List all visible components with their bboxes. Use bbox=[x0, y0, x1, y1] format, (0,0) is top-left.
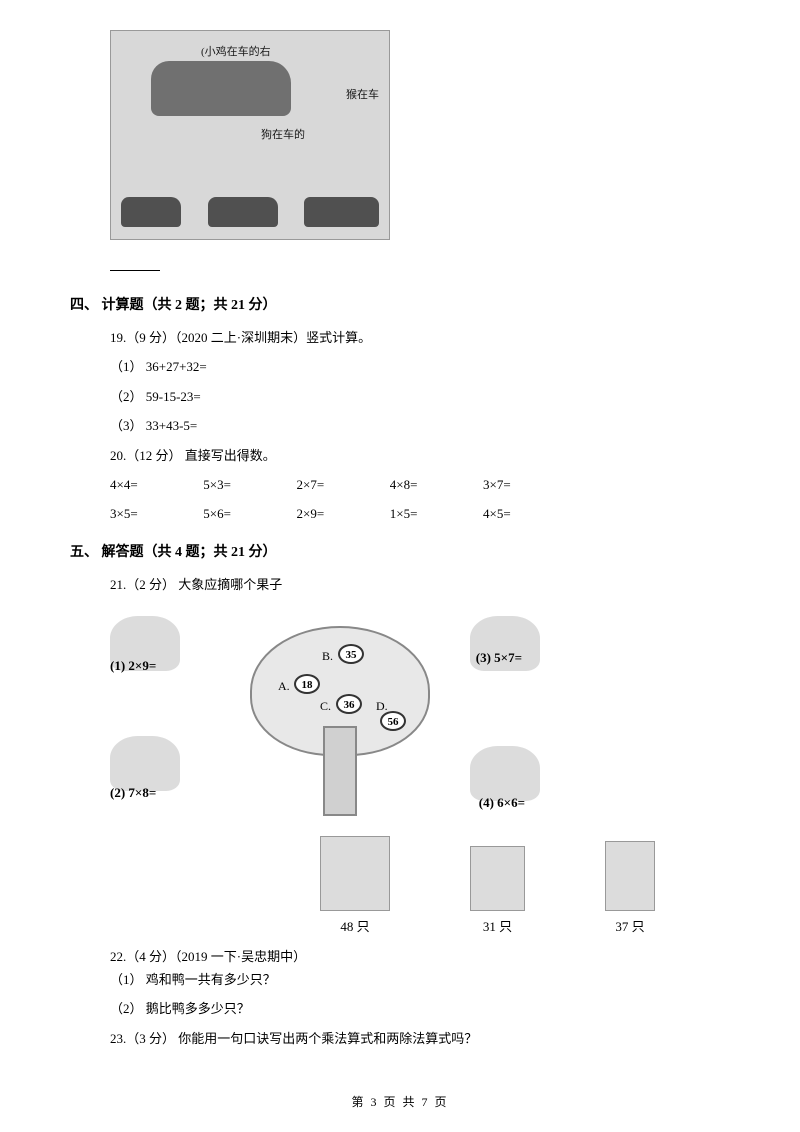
q23-stem: 23.（3 分） 你能用一句口诀写出两个乘法算式和两除法算式吗？ bbox=[110, 1027, 730, 1050]
calc-cell: 2×9= bbox=[297, 502, 387, 525]
eq-3: (3) 5×7= bbox=[476, 646, 522, 669]
calc-cell: 2×7= bbox=[297, 473, 387, 496]
calc-cell: 3×5= bbox=[110, 502, 200, 525]
scene-car-animals: (小鸡在车的右 猴在车 狗在车的 bbox=[110, 30, 390, 240]
tree-trunk bbox=[323, 726, 357, 816]
calc-cell: 4×5= bbox=[483, 502, 573, 525]
page-footer: 第 3 页 共 7 页 bbox=[0, 1092, 800, 1114]
q21-stem: 21.（2 分） 大象应摘哪个果子 bbox=[110, 573, 730, 596]
calc-cell: 4×4= bbox=[110, 473, 200, 496]
q22-part-1: （1） 鸡和鸭一共有多少只？ bbox=[110, 968, 730, 991]
eq-2: (2) 7×8= bbox=[110, 781, 156, 804]
q20-stem: 20.（12 分） 直接写出得数。 bbox=[110, 444, 730, 467]
answer-blank[interactable] bbox=[110, 259, 160, 271]
eq-4: (4) 6×6= bbox=[479, 791, 525, 814]
chicken-count: 48 只 bbox=[320, 915, 390, 938]
fruit-label-c: C. bbox=[320, 696, 331, 718]
calc-cell: 4×8= bbox=[390, 473, 480, 496]
tree-icon: A. 18 B. 35 C. 36 D. 56 bbox=[250, 626, 430, 816]
elephant-tree-scene: (1) 2×9= (2) 7×8= (3) 5×7= (4) 6×6= A. 1… bbox=[110, 606, 550, 856]
calc-cell: 5×3= bbox=[203, 473, 293, 496]
q20-row2: 3×5= 5×6= 2×9= 1×5= 4×5= bbox=[110, 502, 730, 525]
fruit-label-a: A. bbox=[278, 676, 290, 698]
calc-cell: 5×6= bbox=[203, 502, 293, 525]
calc-cell: 1×5= bbox=[390, 502, 480, 525]
label-chicken: (小鸡在车的右 bbox=[201, 43, 271, 63]
q19-part-1: （1） 36+27+32= bbox=[110, 355, 730, 378]
q19-part-3: （3） 33+43-5= bbox=[110, 414, 730, 437]
duck-count: 31 只 bbox=[470, 915, 525, 938]
goose-count: 37 只 bbox=[605, 915, 655, 938]
animal-duck: 31 只 bbox=[470, 846, 525, 938]
q19-stem: 19.（9 分）（2020 二上·深圳期末）竖式计算。 bbox=[110, 326, 730, 349]
animal-goose: 37 只 bbox=[605, 841, 655, 938]
label-dog: 狗在车的 bbox=[261, 126, 305, 146]
q19-part-2: （2） 59-15-23= bbox=[110, 385, 730, 408]
goose-icon bbox=[605, 841, 655, 911]
q22-stem: 22.（4 分）（2019 一下·吴忠期中） bbox=[110, 945, 730, 968]
section-5-header: 五、 解答题（共 4 题；共 21 分） bbox=[70, 540, 730, 565]
fruit-label-b: B. bbox=[322, 646, 333, 668]
calc-cell: 3×7= bbox=[483, 473, 573, 496]
section-4-header: 四、 计算题（共 2 题；共 21 分） bbox=[70, 293, 730, 318]
q20-row1: 4×4= 5×3= 2×7= 4×8= 3×7= bbox=[110, 473, 730, 496]
eq-1: (1) 2×9= bbox=[110, 654, 156, 677]
q22-part-2: （2） 鹅比鸭多多少只？ bbox=[110, 997, 730, 1020]
car-icon bbox=[121, 197, 181, 227]
car-icon bbox=[304, 197, 379, 227]
label-monkey: 猴在车 bbox=[346, 86, 379, 106]
car-main-icon bbox=[151, 61, 291, 116]
car-icon bbox=[208, 197, 278, 227]
